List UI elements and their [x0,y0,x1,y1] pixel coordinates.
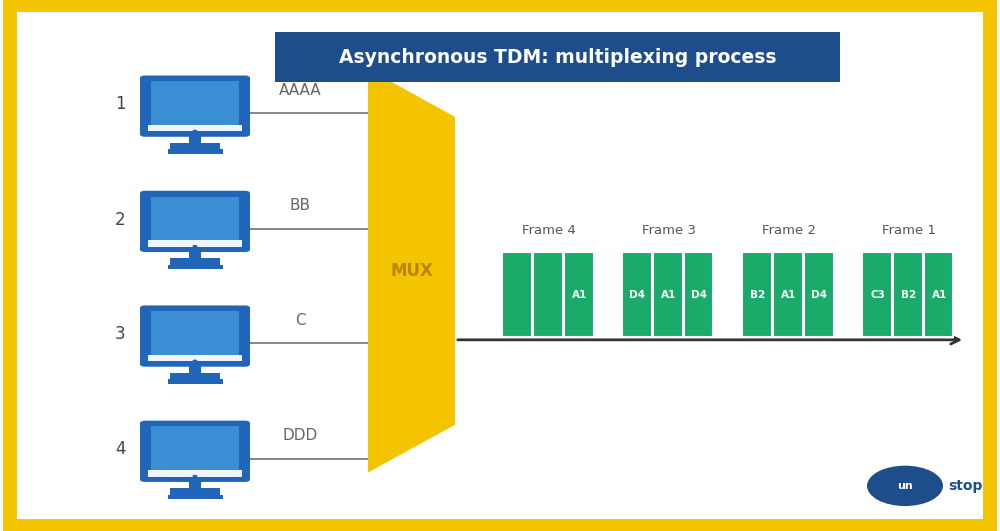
FancyBboxPatch shape [275,32,840,82]
Bar [189,132,201,143]
Circle shape [867,466,943,506]
Text: 3: 3 [115,326,125,343]
FancyBboxPatch shape [140,75,250,137]
Bar [189,477,201,489]
Bar [148,355,242,362]
Bar [148,240,242,246]
Bar [148,125,242,131]
Text: B2: B2 [901,290,916,299]
Bar [170,373,220,380]
Text: stop: stop [948,479,982,493]
Bar [622,252,652,337]
FancyBboxPatch shape [140,421,250,482]
Bar [924,252,953,337]
Bar [189,247,201,259]
Text: Frame 4: Frame 4 [522,225,575,237]
Bar [862,252,892,337]
FancyBboxPatch shape [140,191,250,252]
Text: A1: A1 [661,290,676,299]
Bar [170,143,220,150]
Text: D4: D4 [812,290,828,299]
Bar [151,81,239,125]
Bar [502,252,532,337]
Bar [564,252,594,337]
Text: Asynchronous TDM: multiplexing process: Asynchronous TDM: multiplexing process [339,48,776,66]
Bar [804,252,834,337]
Bar [742,252,772,337]
Bar [170,489,220,495]
Bar [684,252,713,337]
Text: un: un [897,481,913,491]
Text: A1: A1 [932,290,947,299]
Text: C3: C3 [870,290,885,299]
Text: D4: D4 [691,290,707,299]
Text: D4: D4 [630,290,646,299]
Bar [168,150,223,154]
Bar [533,252,562,337]
Bar [168,379,223,384]
Circle shape [192,475,198,477]
Text: AAAA: AAAA [279,83,322,98]
FancyBboxPatch shape [140,305,250,367]
Text: A1: A1 [572,290,587,299]
Text: 1: 1 [115,96,125,113]
Text: Frame 3: Frame 3 [642,225,696,237]
Text: BB: BB [290,198,311,213]
Text: Frame 2: Frame 2 [762,225,816,237]
Circle shape [192,245,198,247]
Polygon shape [368,69,455,473]
Text: A1: A1 [781,290,796,299]
Text: B2: B2 [750,290,765,299]
Text: MUX: MUX [390,262,433,280]
Circle shape [192,130,198,132]
Bar [168,265,223,269]
Bar [653,252,682,337]
Bar [151,426,239,470]
Bar [168,495,223,499]
Circle shape [192,359,198,362]
Bar [151,196,239,241]
Bar [893,252,922,337]
Text: C: C [295,313,306,328]
Text: Frame 1: Frame 1 [882,225,936,237]
Bar [189,361,201,373]
Text: 2: 2 [115,211,125,228]
Bar [170,259,220,266]
Text: 4: 4 [115,441,125,458]
Bar [773,252,802,337]
Bar [148,470,242,477]
Text: DDD: DDD [283,428,318,443]
Bar [151,311,239,355]
